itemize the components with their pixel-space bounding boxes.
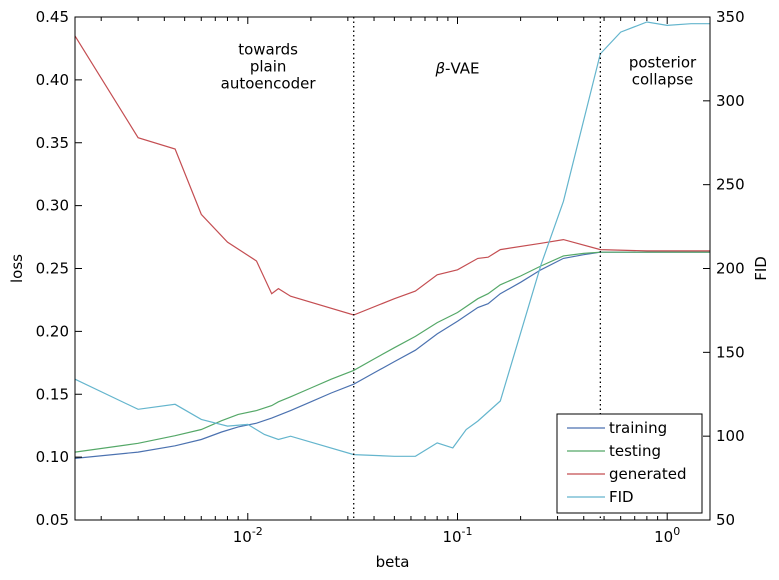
y-right-tick-label: 100 bbox=[716, 427, 745, 445]
legend-label-testing: testing bbox=[609, 442, 661, 460]
y-left-tick-label: 0.25 bbox=[36, 260, 69, 278]
legend-label-fid: FID bbox=[609, 488, 634, 506]
y-left-tick-label: 0.45 bbox=[36, 8, 69, 26]
legend-label-generated: generated bbox=[609, 465, 686, 483]
y-left-tick-label: 0.40 bbox=[36, 71, 69, 89]
x-tick-label: 10-2 bbox=[233, 525, 263, 546]
legend-label-training: training bbox=[609, 419, 667, 437]
y-left-tick-label: 0.10 bbox=[36, 448, 69, 466]
y-left-tick-label: 0.05 bbox=[36, 511, 69, 529]
x-axis-title: beta bbox=[376, 553, 410, 571]
tick-layer: 0.05 0.10 0.15 0.20 0.25 0.30 0.35 0.40 0.45 50 10… bbox=[36, 8, 745, 546]
y-axis-right-title: FID bbox=[752, 256, 770, 281]
x-tick-label: 100 bbox=[654, 525, 680, 546]
region-label-1: towards plain autoencoder bbox=[221, 41, 317, 93]
annotation-layer: towards plain autoencoder β-VAE posterior col… bbox=[221, 41, 697, 93]
y-left-tick-label: 0.30 bbox=[36, 197, 69, 215]
y-right-tick-label: 50 bbox=[716, 511, 735, 529]
y-left-tick-label: 0.35 bbox=[36, 134, 69, 152]
y-left-tick-label: 0.15 bbox=[36, 385, 69, 403]
y-left-tick-label: 0.20 bbox=[36, 322, 69, 340]
y-axis-left-title: loss bbox=[8, 254, 26, 283]
x-tick-label: 10-1 bbox=[442, 525, 472, 546]
region-label-2: β-VAE bbox=[434, 60, 479, 78]
legend: training testing generated FID bbox=[556, 413, 703, 514]
y-right-tick-label: 350 bbox=[716, 8, 745, 26]
y-right-tick-label: 200 bbox=[716, 260, 745, 278]
region-label-3: posterior collapse bbox=[629, 53, 697, 88]
series-line-generated bbox=[74, 35, 710, 316]
y-right-tick-label: 150 bbox=[716, 343, 745, 361]
y-right-tick-label: 300 bbox=[716, 92, 745, 110]
y-right-tick-label: 250 bbox=[716, 176, 745, 194]
series-line-fid bbox=[74, 21, 710, 457]
series-layer bbox=[74, 21, 710, 459]
